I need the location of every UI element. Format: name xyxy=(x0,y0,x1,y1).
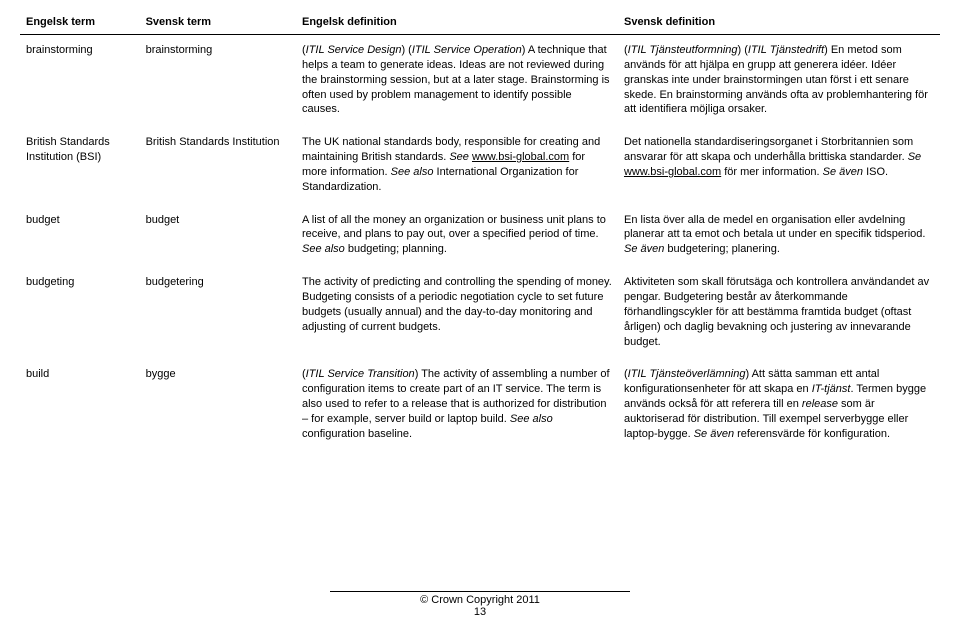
header-row: Engelsk term Svensk term Engelsk definit… xyxy=(20,12,940,35)
cell-sv_def: Aktiviteten som skall förutsäga och kont… xyxy=(618,267,940,359)
copyright-text: © Crown Copyright 2011 xyxy=(0,594,960,606)
cell-en_term: British Standards Institution (BSI) xyxy=(20,127,140,204)
header-en-term: Engelsk term xyxy=(20,12,140,35)
cell-sv_def: (ITIL Tjänsteutformning) (ITIL Tjänstedr… xyxy=(618,35,940,128)
table-row: budgetbudgetA list of all the money an o… xyxy=(20,205,940,268)
header-sv-def: Svensk definition xyxy=(618,12,940,35)
cell-en_term: brainstorming xyxy=(20,35,140,128)
cell-sv_term: budgetering xyxy=(140,267,296,359)
cell-en_term: budgeting xyxy=(20,267,140,359)
cell-sv_term: bygge xyxy=(140,359,296,451)
cell-en_def: The activity of predicting and controlli… xyxy=(296,267,618,359)
cell-en_def: The UK national standards body, responsi… xyxy=(296,127,618,204)
cell-sv_def: En lista över alla de medel en organisat… xyxy=(618,205,940,268)
page-number: 13 xyxy=(0,606,960,618)
cell-sv_term: British Standards Institution xyxy=(140,127,296,204)
cell-en_def: A list of all the money an organization … xyxy=(296,205,618,268)
header-en-def: Engelsk definition xyxy=(296,12,618,35)
table-row: buildbygge(ITIL Service Transition) The … xyxy=(20,359,940,451)
cell-en_def: (ITIL Service Transition) The activity o… xyxy=(296,359,618,451)
cell-en_term: build xyxy=(20,359,140,451)
cell-sv_term: brainstorming xyxy=(140,35,296,128)
cell-sv_def: Det nationella standardiseringsorganet i… xyxy=(618,127,940,204)
cell-sv_def: (ITIL Tjänsteöverlämning) Att sätta samm… xyxy=(618,359,940,451)
cell-en_def: (ITIL Service Design) (ITIL Service Oper… xyxy=(296,35,618,128)
page-footer: © Crown Copyright 2011 13 xyxy=(0,591,960,618)
cell-en_term: budget xyxy=(20,205,140,268)
table-row: British Standards Institution (BSI)Briti… xyxy=(20,127,940,204)
table-body: brainstormingbrainstorming(ITIL Service … xyxy=(20,35,940,452)
cell-sv_term: budget xyxy=(140,205,296,268)
table-row: brainstormingbrainstorming(ITIL Service … xyxy=(20,35,940,128)
table-row: budgetingbudgeteringThe activity of pred… xyxy=(20,267,940,359)
glossary-table: Engelsk term Svensk term Engelsk definit… xyxy=(20,12,940,452)
header-sv-term: Svensk term xyxy=(140,12,296,35)
